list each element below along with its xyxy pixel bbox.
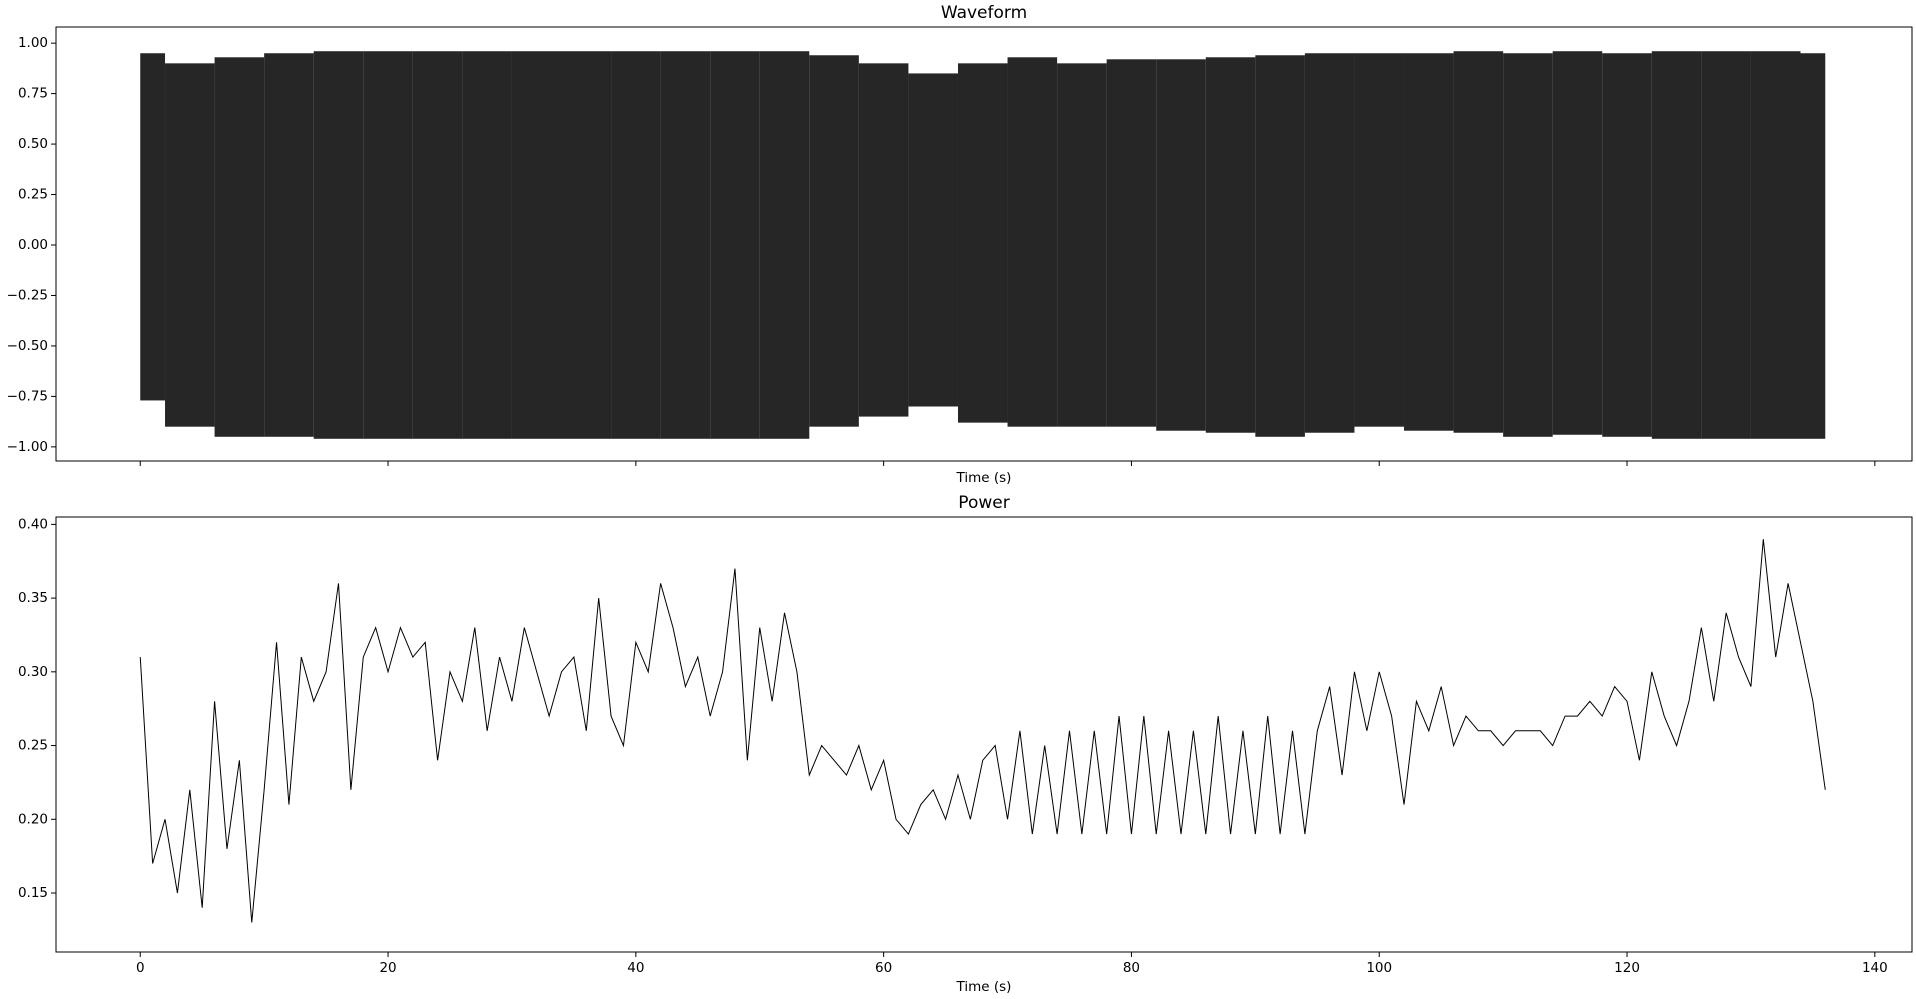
x-axis-label: Time (s) [956,979,1012,995]
y-tick-label: 0.25 [18,738,48,754]
waveform-band [1503,53,1553,437]
waveform-band [1007,57,1058,427]
waveform-band [1205,57,1256,433]
axes-frame [55,26,1913,462]
x-tick-label: 140 [1862,960,1888,976]
waveform-band [1304,53,1355,433]
y-tick-label: −0.75 [7,388,48,404]
waveform-band [1453,51,1504,433]
waveform-band [313,51,364,439]
power-line [139,539,1826,923]
y-tick-label: 1.00 [18,35,48,51]
y-tick-label: 0.30 [18,664,48,680]
waveform-band [1701,51,1751,439]
waveform-band [1800,53,1826,439]
x-tick-label: 80 [1123,960,1140,976]
x-tick-label: 120 [1614,960,1640,976]
y-tick-label: 0.15 [18,885,48,901]
chart-title: Waveform [941,3,1027,23]
axes-frame [55,516,1913,953]
waveform-band [511,51,562,439]
y-tick-label: −1.00 [7,439,48,455]
waveform-band [809,55,859,427]
y-tick-label: 0.40 [18,516,48,532]
waveform-band [1156,59,1206,431]
x-tick-label: 40 [627,960,644,976]
waveform-band [957,63,1008,423]
y-tick-label: −0.50 [7,338,48,354]
waveform-band [264,53,314,437]
waveform-band [462,51,512,439]
y-tick-label: 0.50 [18,136,48,152]
waveform-band [1651,51,1702,439]
waveform-band [858,63,909,417]
waveform-band [1255,55,1305,437]
y-tick-label: 0.35 [18,590,48,606]
y-tick-label: 0.25 [18,187,48,203]
waveform-band [1602,53,1652,437]
chart-title: Power [958,493,1009,513]
waveform-band [660,51,711,439]
waveform-band [214,57,265,437]
y-tick-label: −0.25 [7,287,48,303]
y-tick-label: 0.20 [18,811,48,827]
waveform-band [1354,53,1405,427]
waveform-band [363,51,413,439]
waveform-band [1552,51,1603,435]
waveform-band [1750,51,1801,439]
waveform-band [759,51,810,439]
waveform-band [710,51,760,439]
x-tick-label: 60 [875,960,892,976]
waveform-band [412,51,463,439]
y-tick-label: 0.75 [18,86,48,102]
waveform-band [165,63,215,427]
waveform-band [561,51,612,439]
x-tick-label: 20 [379,960,396,976]
y-tick-label: 0.00 [18,237,48,253]
waveform-band [1404,53,1454,431]
x-tick-label: 0 [136,960,145,976]
waveform-band [611,51,661,439]
x-axis-label: Time (s) [956,470,1012,486]
waveform-band [140,53,166,401]
waveform-band [1057,63,1107,427]
x-tick-label: 100 [1366,960,1392,976]
waveform-band [1106,59,1157,427]
waveform-band [908,73,958,407]
